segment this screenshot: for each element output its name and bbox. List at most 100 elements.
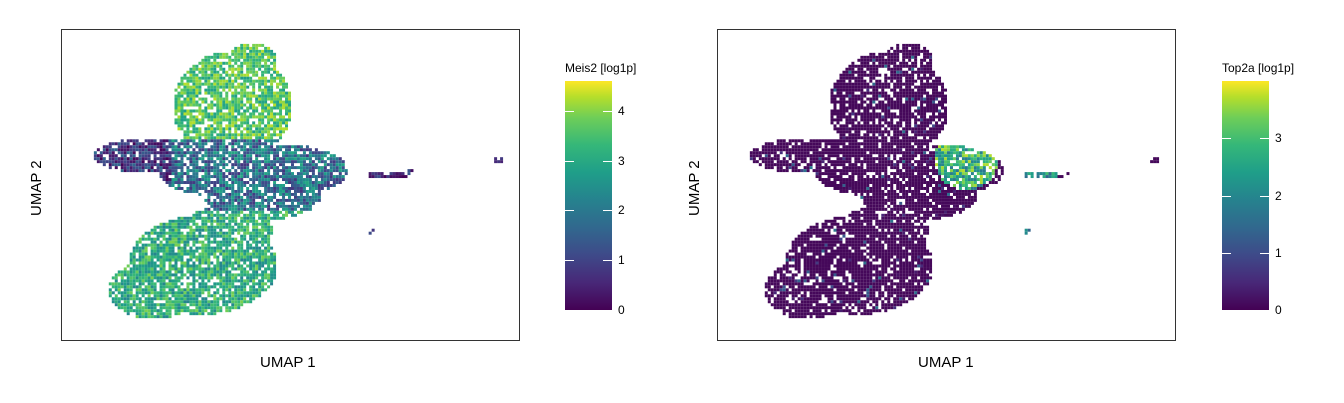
- cell-point: [213, 300, 217, 304]
- cell-point: [401, 175, 405, 179]
- cell-point: [881, 139, 885, 143]
- cell-point: [827, 154, 831, 158]
- cell-point: [198, 130, 202, 134]
- cell-point: [174, 109, 178, 113]
- cell-point: [282, 157, 286, 161]
- cell-point: [132, 145, 136, 149]
- cell-point: [311, 181, 315, 185]
- cell-point: [326, 163, 330, 167]
- cell-point: [920, 124, 924, 128]
- cell-point: [126, 300, 130, 304]
- cell-point: [920, 172, 924, 176]
- cell-point: [207, 88, 211, 92]
- cell-point: [216, 288, 220, 292]
- cell-point: [833, 169, 837, 173]
- cell-point: [908, 82, 912, 86]
- cell-point: [985, 154, 989, 158]
- cell-point: [818, 163, 822, 167]
- cell-point: [246, 148, 250, 152]
- cell-point: [213, 154, 217, 158]
- cell-point: [279, 189, 283, 193]
- cell-point: [869, 85, 873, 89]
- cell-point: [201, 312, 205, 316]
- cell-point: [273, 163, 277, 167]
- cell-point: [944, 160, 947, 164]
- cell-point: [270, 139, 274, 143]
- cell-point: [341, 178, 345, 182]
- cell-point: [899, 76, 903, 80]
- cell-point: [923, 148, 927, 152]
- cell-point: [917, 151, 921, 155]
- cell-point: [183, 294, 187, 298]
- cell-point: [183, 124, 187, 128]
- cell-point: [869, 127, 873, 131]
- cell-point: [126, 312, 130, 316]
- cell-point: [198, 291, 202, 295]
- cell-point: [279, 216, 283, 220]
- cell-point: [270, 100, 274, 104]
- cell-point: [225, 294, 229, 298]
- cell-point: [174, 145, 178, 149]
- cell-point: [141, 255, 145, 259]
- cell-point: [896, 106, 900, 110]
- cell-point: [893, 148, 897, 152]
- cell-point: [839, 82, 843, 86]
- cell-point: [210, 160, 214, 164]
- cell-point: [165, 300, 169, 304]
- cell-point: [180, 139, 184, 143]
- cell-point: [270, 279, 274, 283]
- cell-point: [216, 115, 220, 119]
- cell-point: [866, 103, 870, 107]
- cell-point: [863, 172, 867, 176]
- cell-point: [171, 288, 175, 292]
- cell-point: [177, 297, 181, 301]
- cell-point: [126, 151, 130, 155]
- cell-point: [285, 85, 289, 89]
- cell-point: [240, 139, 244, 143]
- cell-point: [186, 288, 190, 292]
- cell-point: [243, 148, 247, 152]
- cell-point: [159, 145, 163, 149]
- cell-point: [911, 49, 915, 53]
- cell-point: [147, 273, 151, 277]
- cell-point: [123, 148, 127, 152]
- cell-point: [270, 115, 274, 119]
- cell-point: [201, 240, 205, 244]
- cell-point: [854, 160, 858, 164]
- cell-point: [296, 148, 300, 152]
- cell-point: [288, 198, 291, 202]
- cell-point: [123, 291, 127, 295]
- cell-point: [872, 76, 876, 80]
- cell-point: [171, 178, 175, 182]
- cell-point: [198, 261, 202, 265]
- cell-point: [192, 231, 196, 235]
- cell-point: [255, 184, 259, 187]
- cell-point: [237, 55, 241, 59]
- cell-point: [946, 160, 950, 164]
- cell-point: [800, 154, 804, 158]
- cell-point: [147, 151, 151, 155]
- cell-point: [150, 145, 154, 149]
- cell-point: [156, 309, 160, 313]
- cell-point: [237, 166, 241, 170]
- cell-point: [201, 64, 205, 68]
- cell-point: [845, 67, 849, 71]
- cell-point: [809, 163, 813, 167]
- cell-point: [162, 160, 166, 164]
- cell-point: [123, 279, 127, 283]
- cell-point: [231, 91, 235, 95]
- cell-point: [117, 282, 121, 286]
- cell-point: [949, 154, 953, 158]
- cell-point: [764, 163, 768, 167]
- cell-point: [264, 67, 268, 71]
- cell-point: [293, 154, 297, 158]
- cell-point: [189, 264, 193, 268]
- cell-point: [264, 148, 268, 152]
- cell-point: [270, 252, 274, 256]
- cell-point: [105, 151, 109, 155]
- cell-point: [842, 166, 846, 170]
- cell-point: [282, 91, 286, 95]
- cell-point: [267, 186, 271, 190]
- cell-point: [180, 294, 184, 298]
- cell-point: [144, 246, 148, 250]
